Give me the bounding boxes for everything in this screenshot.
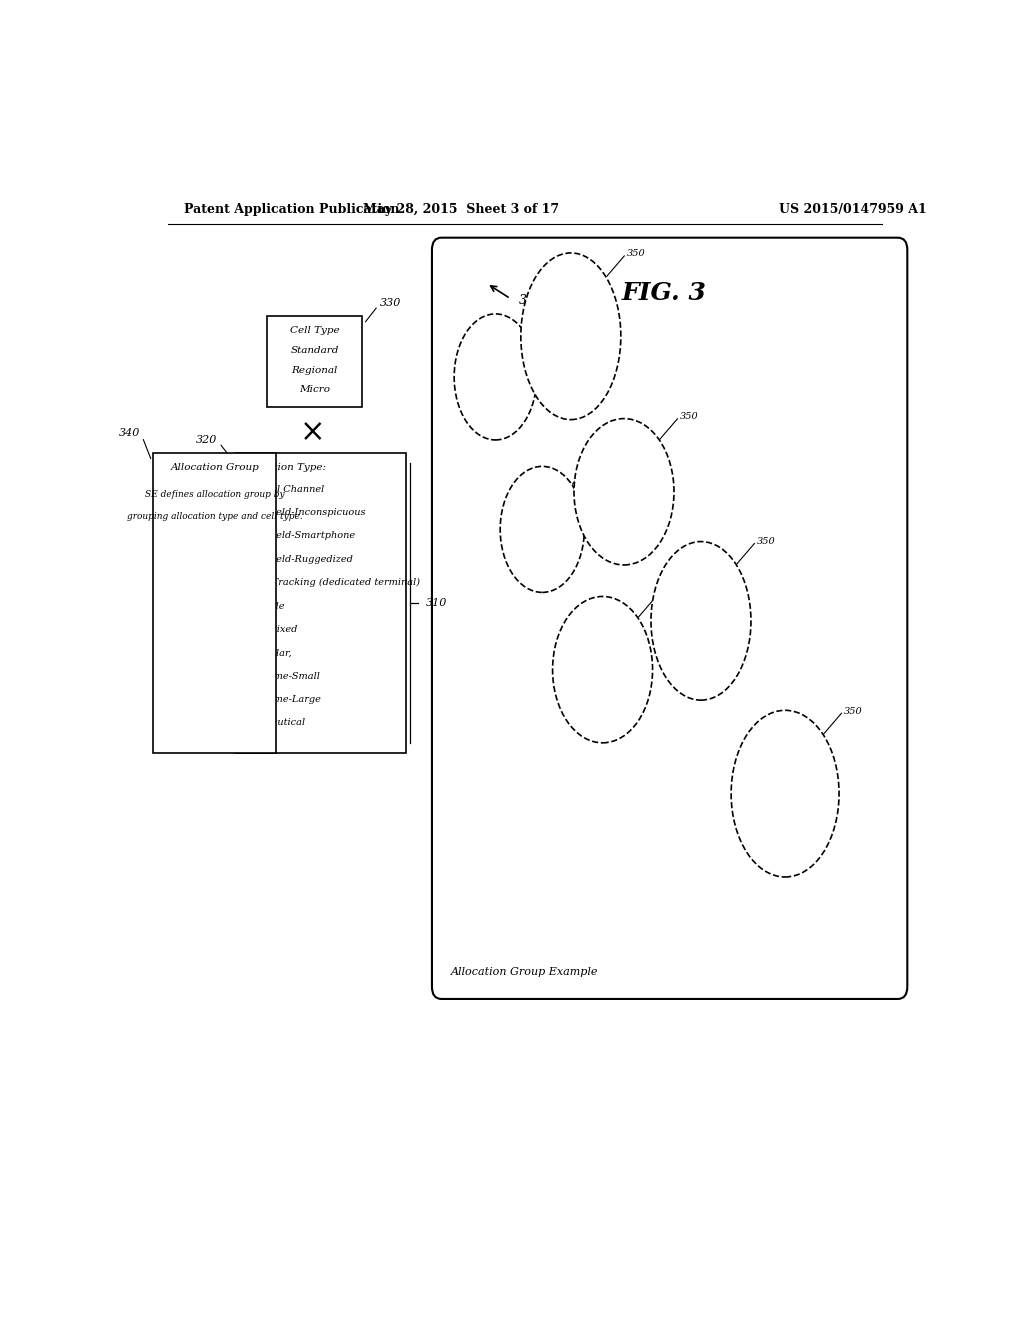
Text: Maritime-Small: Maritime-Small <box>750 837 820 846</box>
Text: Control Channel: Control Channel <box>505 544 580 553</box>
Text: FIG. 3: FIG. 3 <box>622 281 707 305</box>
Ellipse shape <box>500 466 585 593</box>
Text: AG7: AG7 <box>775 741 796 750</box>
Text: Allocation Type:: Allocation Type: <box>242 463 327 473</box>
FancyBboxPatch shape <box>236 453 406 752</box>
FancyBboxPatch shape <box>267 315 362 408</box>
Ellipse shape <box>521 253 621 420</box>
Text: Vehicular: Vehicular <box>764 818 807 828</box>
Text: AG4: AG4 <box>613 469 635 477</box>
Text: Aeronautical: Aeronautical <box>542 391 600 399</box>
Text: AG5: AG5 <box>592 627 613 635</box>
Ellipse shape <box>553 597 652 743</box>
Text: 300: 300 <box>518 294 543 308</box>
Text: Portable: Portable <box>766 780 804 788</box>
Text: Standard: Standard <box>291 346 339 355</box>
Text: Regional: Regional <box>291 366 338 375</box>
Text: Portable: Portable <box>243 602 285 611</box>
Text: Handheld-Inconspicuous: Handheld-Inconspicuous <box>243 508 366 517</box>
Text: 310: 310 <box>426 598 446 609</box>
Text: US 2015/0147959 A1: US 2015/0147959 A1 <box>778 203 927 215</box>
Text: 350: 350 <box>627 249 645 259</box>
Text: 350: 350 <box>545 305 564 314</box>
Text: Patent Application Publication: Patent Application Publication <box>183 203 399 215</box>
Text: AG6: AG6 <box>690 568 712 577</box>
Text: =: = <box>181 587 207 619</box>
Text: Standard: Standard <box>680 587 722 597</box>
Text: Maritime-Small: Maritime-Small <box>536 356 606 366</box>
Text: May 28, 2015  Sheet 3 of 17: May 28, 2015 Sheet 3 of 17 <box>364 203 559 215</box>
Text: 350: 350 <box>592 457 611 466</box>
Text: HH-Ruggedized: HH-Ruggedized <box>566 685 639 693</box>
Text: Maritime-Small: Maritime-Small <box>243 672 319 681</box>
Text: Aeronautical: Aeronautical <box>243 718 306 727</box>
Text: Asset Tracking (dedicated terminal): Asset Tracking (dedicated terminal) <box>243 578 421 587</box>
Text: AG1: AG1 <box>485 343 506 352</box>
FancyBboxPatch shape <box>432 238 907 999</box>
FancyBboxPatch shape <box>154 453 276 752</box>
Text: Semi-Fixed: Semi-Fixed <box>676 626 727 635</box>
Text: Allocation Group Example: Allocation Group Example <box>451 966 598 977</box>
Ellipse shape <box>731 710 839 876</box>
Text: AG2: AG2 <box>560 273 582 282</box>
Text: 330: 330 <box>380 298 401 308</box>
Text: AG3: AG3 <box>531 506 553 515</box>
Text: Regional: Regional <box>475 363 515 372</box>
Text: 350: 350 <box>844 706 862 715</box>
Ellipse shape <box>651 541 751 700</box>
Text: Vehicular: Vehicular <box>680 645 722 655</box>
Ellipse shape <box>455 314 537 440</box>
Text: Semi-Fixed: Semi-Fixed <box>760 799 811 808</box>
Text: Portable: Portable <box>682 607 720 615</box>
Text: Allocation Group: Allocation Group <box>171 463 259 473</box>
Text: grouping allocation type and cell type.: grouping allocation type and cell type. <box>127 512 303 521</box>
Text: Vehicular,: Vehicular, <box>243 648 292 657</box>
Text: Control Channel: Control Channel <box>243 484 325 494</box>
Text: Standard: Standard <box>603 487 645 496</box>
Text: Channel: Channel <box>476 401 514 411</box>
Text: Micro: Micro <box>772 760 799 770</box>
Text: Standard: Standard <box>582 645 624 655</box>
Text: Portable: Portable <box>552 306 590 315</box>
Text: 350: 350 <box>658 590 677 599</box>
Text: Asset Tracking: Asset Tracking <box>568 704 637 713</box>
Text: Semi-Fixed: Semi-Fixed <box>243 624 298 634</box>
Text: 320: 320 <box>197 436 218 445</box>
Text: 350: 350 <box>757 537 775 546</box>
Text: Maritime-Small: Maritime-Small <box>666 665 736 673</box>
Text: Standard: Standard <box>521 525 563 533</box>
Text: Vehicular: Vehicular <box>550 341 592 348</box>
Text: Control: Control <box>478 381 512 391</box>
Ellipse shape <box>574 418 674 565</box>
Text: Handheld-Smartphone: Handheld-Smartphone <box>243 532 355 540</box>
Text: HH-Inconspicuous: HH-Inconspicuous <box>582 507 666 516</box>
Text: Semi-Fixed: Semi-Fixed <box>545 323 596 333</box>
Text: Maritime-Large: Maritime-Large <box>243 696 321 704</box>
Text: SE defines allocation group by: SE defines allocation group by <box>145 490 285 499</box>
Text: Handheld-Ruggedized: Handheld-Ruggedized <box>243 554 353 564</box>
Text: Maritime-Large: Maritime-Large <box>535 374 607 383</box>
Text: Cell Type: Cell Type <box>290 326 339 335</box>
Text: Micro: Micro <box>299 385 330 395</box>
Text: 350: 350 <box>680 412 698 421</box>
Text: 340: 340 <box>120 428 140 438</box>
Text: Regional: Regional <box>551 290 591 300</box>
Text: ×: × <box>300 417 326 449</box>
Text: HH-Smartphone: HH-Smartphone <box>565 665 640 675</box>
